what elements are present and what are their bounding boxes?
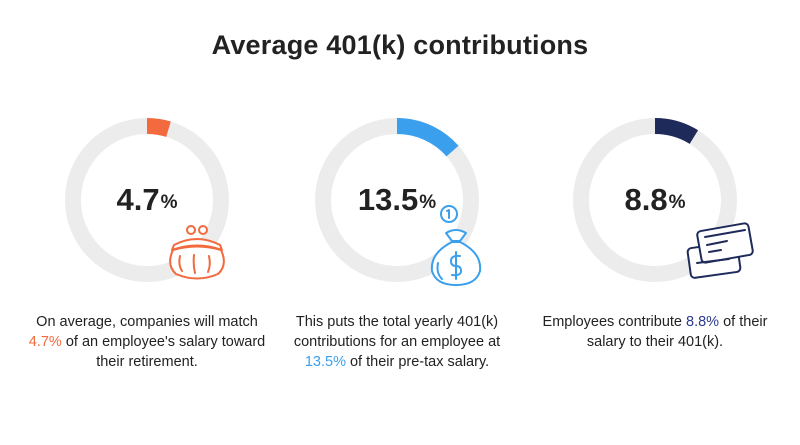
caption-text: Employees contribute — [542, 314, 687, 330]
chart-title: Average 401(k) contributions — [211, 30, 589, 60]
donut-svg — [315, 118, 479, 282]
coin-purse-icon — [169, 225, 225, 280]
donut-svg — [65, 118, 229, 282]
donut-arc — [65, 118, 229, 282]
value-number: 8.8 — [624, 182, 668, 217]
caption-text: On average, companies will match — [36, 314, 258, 330]
value-number: 13.5 — [357, 182, 419, 217]
caption: Employees contribute 8.8% of their salar… — [530, 312, 780, 352]
caption-text-end: of their pre-tax salary. — [345, 354, 490, 370]
value-label: 8.8% — [570, 115, 740, 285]
donut-chart: 8.8% — [570, 115, 754, 285]
donut-svg — [573, 118, 737, 282]
caption: This puts the total yearly 401(k) contri… — [272, 312, 522, 372]
value-unit: % — [419, 192, 437, 213]
caption-highlight: 13.5% — [304, 354, 346, 370]
caption-highlight: 4.7% — [28, 334, 62, 350]
caption-highlight: 8.8% — [686, 314, 720, 330]
donut-arc — [315, 118, 479, 282]
caption-text: This puts the total yearly 401(k) contri… — [293, 314, 501, 350]
value-unit: % — [160, 192, 178, 213]
caption-text-end: of an employee's salary toward their ret… — [61, 334, 266, 370]
stat-panel-total-contributions: 13.5% This puts the total yearly 401(k) … — [272, 115, 522, 370]
money-bag-icon — [430, 205, 482, 286]
value-label: 13.5% — [312, 115, 482, 285]
stat-panel-employee-contribution: 8.8% Employees contribute 8.8% of their … — [530, 115, 780, 350]
caption: On average, companies will match 4.7% of… — [22, 312, 272, 372]
caption-text-end: of their salary to their 401(k). — [586, 314, 768, 350]
value-number: 4.7 — [116, 182, 160, 217]
donut-chart: 13.5% — [312, 115, 482, 286]
stat-panel-company-match: 4.7% On average, companies will match 4.… — [22, 115, 272, 370]
donut-chart: 4.7% — [62, 115, 232, 285]
donut-arc — [573, 118, 737, 282]
credit-cards-icon — [686, 222, 754, 279]
value-label: 4.7% — [62, 115, 232, 285]
value-unit: % — [668, 192, 686, 213]
